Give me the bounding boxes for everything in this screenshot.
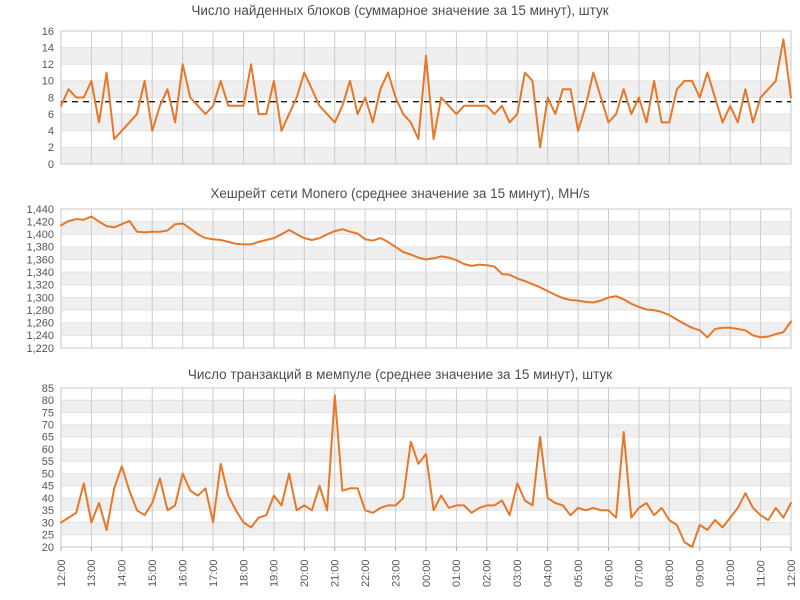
y-tick-label: 30	[42, 517, 54, 529]
y-tick-label: 2	[48, 142, 54, 154]
y-tick-label: 80	[42, 395, 54, 407]
x-tick-label: 23:00	[390, 559, 402, 587]
x-tick-label: 05:00	[573, 559, 585, 587]
chart-blocks-found: 0 2 4 6 8 10 12 14 16	[42, 26, 792, 171]
x-tick-label: 16:00	[177, 559, 189, 587]
x-tick-label: 00:00	[421, 559, 433, 587]
x-tick-label: 06:00	[603, 559, 615, 587]
x-tick-label: 15:00	[147, 559, 159, 587]
y-tick-label: 1,420	[26, 216, 54, 228]
y-tick-label: 8	[48, 92, 54, 104]
y-tick-label: 85	[42, 383, 54, 395]
y-tick-label: 25	[42, 530, 54, 542]
series-line	[60, 38, 792, 149]
y-tick-label: 14	[42, 42, 54, 54]
x-tick-label: 20:00	[299, 559, 311, 587]
series-line	[60, 215, 792, 339]
x-tick-label: 02:00	[482, 559, 494, 587]
x-tick-label: 14:00	[117, 559, 129, 587]
x-tick-label: 03:00	[512, 559, 524, 587]
y-tick-label: 1,440	[26, 204, 54, 216]
y-tick-label: 55	[42, 456, 54, 468]
y-tick-label: 0	[48, 159, 54, 171]
chart-title-hashrate: Хешрейт сети Monero (среднее значение за…	[210, 186, 590, 201]
y-tick-label: 65	[42, 432, 54, 444]
y-tick-label: 1,340	[26, 267, 54, 279]
x-tick-label: 10:00	[725, 559, 737, 587]
x-tick-label: 12:00	[786, 559, 798, 587]
x-tick-label: 22:00	[360, 559, 372, 587]
x-tick-label: 01:00	[451, 559, 463, 587]
y-tick-label: 20	[42, 542, 54, 554]
x-tick-label: 18:00	[238, 559, 250, 587]
x-tick-label: 04:00	[542, 559, 554, 587]
y-tick-label: 1,260	[26, 318, 54, 330]
y-tick-label: 6	[48, 109, 54, 121]
x-tick-label: 07:00	[634, 559, 646, 587]
y-tick-label: 16	[42, 26, 54, 38]
y-tick-label: 35	[42, 505, 54, 517]
y-tick-label: 1,400	[26, 229, 54, 241]
y-tick-label: 1,380	[26, 242, 54, 254]
y-tick-label: 12	[42, 59, 54, 71]
x-tick-label: 13:00	[86, 559, 98, 587]
y-tick-label: 10	[42, 76, 54, 88]
plot-border	[60, 208, 792, 349]
y-tick-label: 40	[42, 493, 54, 505]
x-tick-label: 11:00	[755, 560, 767, 587]
chart-title-mempool-transactions: Число транзакций в мемпуле (среднее знач…	[188, 367, 612, 382]
y-tick-label: 50	[42, 468, 54, 480]
x-tick-label: 12:00	[56, 559, 68, 587]
x-tick-label: 08:00	[664, 559, 676, 587]
y-tick-label: 1,300	[26, 292, 54, 304]
x-tick-label: 19:00	[269, 559, 281, 587]
x-tick-label: 21:00	[330, 559, 342, 587]
chart-network-hashrate: 1,2201,2401,2601,2801,3001,3201,3401,360…	[26, 204, 792, 355]
shared-time-axis: 12:00 13:00 14:00 15:00 16:00 17:00 18:00 19:00…	[56, 547, 798, 587]
series-line	[60, 394, 792, 548]
y-tick-label: 75	[42, 407, 54, 419]
y-tick-label: 1,220	[26, 343, 54, 355]
y-tick-label: 4	[48, 126, 54, 138]
y-tick-label: 45	[42, 481, 54, 493]
y-tick-label: 1,320	[26, 280, 54, 292]
chart-title-blocks-found: Число найденных блоков (суммарное значен…	[191, 3, 608, 18]
y-tick-label: 70	[42, 419, 54, 431]
y-tick-label: 1,280	[26, 305, 54, 317]
x-tick-label: 17:00	[208, 559, 220, 587]
y-tick-label: 1,360	[26, 254, 54, 266]
y-tick-label: 60	[42, 444, 54, 456]
y-tick-label: 1,240	[26, 330, 54, 342]
x-tick-label: 09:00	[695, 559, 707, 587]
